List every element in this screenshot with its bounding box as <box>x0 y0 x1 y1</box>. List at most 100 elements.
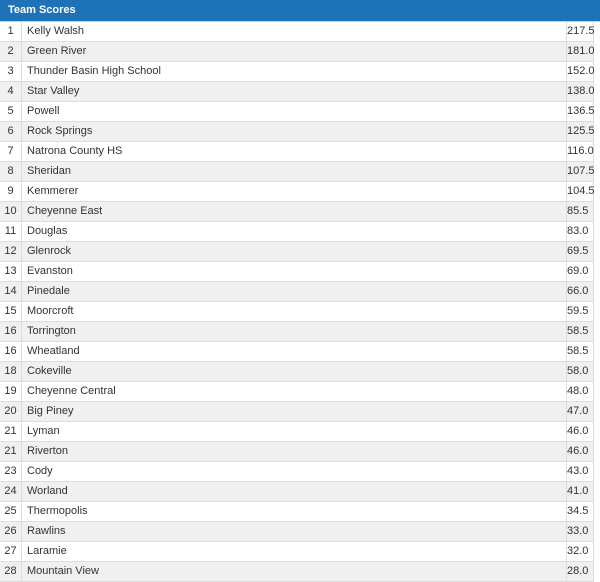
score-cell: 217.5 <box>566 22 595 41</box>
table-row: 8 Sheridan 107.5 <box>0 162 595 182</box>
rank-cell: 26 <box>0 522 22 541</box>
team-cell: Natrona County HS <box>27 145 123 157</box>
table-row: 1 Kelly Walsh 217.5 <box>0 22 595 42</box>
score-cell: 33.0 <box>566 522 593 541</box>
score-cell: 181.0 <box>566 42 595 61</box>
score-cell: 83.0 <box>566 222 593 241</box>
rank-cell: 21 <box>0 422 22 441</box>
table-row: 15 Moorcroft 59.5 <box>0 302 594 322</box>
table-row: 9 Kemmerer 104.5 <box>0 182 595 202</box>
team-cell: Green River <box>27 45 87 57</box>
score-cell: 69.5 <box>566 242 593 261</box>
table-row: 16 Wheatland 58.5 <box>0 342 594 362</box>
score-cell: 107.5 <box>566 162 595 181</box>
rank-cell: 14 <box>0 282 22 301</box>
table-row: 21 Riverton 46.0 <box>0 442 594 462</box>
rank-cell: 21 <box>0 442 22 461</box>
score-cell: 46.0 <box>566 442 593 461</box>
score-cell: 41.0 <box>566 482 593 501</box>
score-cell: 48.0 <box>566 382 593 401</box>
rank-cell: 5 <box>0 102 22 121</box>
table-row: 10 Cheyenne East 85.5 <box>0 202 594 222</box>
team-cell: Cokeville <box>27 365 72 377</box>
team-cell: Moorcroft <box>27 305 74 317</box>
score-cell: 125.5 <box>566 122 595 141</box>
rank-cell: 16 <box>0 322 22 341</box>
team-cell: Kelly Walsh <box>27 25 85 37</box>
score-cell: 116.0 <box>566 142 594 161</box>
team-cell: Rawlins <box>27 525 66 537</box>
rank-cell: 24 <box>0 482 22 501</box>
table-row: 19 Cheyenne Central 48.0 <box>0 382 594 402</box>
score-cell: 136.5 <box>566 102 595 121</box>
team-cell: Cheyenne Central <box>27 385 116 397</box>
team-cell: Riverton <box>27 445 68 457</box>
score-cell: 58.0 <box>566 362 593 381</box>
score-cell: 59.5 <box>566 302 593 321</box>
score-cell: 32.0 <box>566 542 593 561</box>
team-cell: Laramie <box>27 545 67 557</box>
rank-cell: 18 <box>0 362 22 381</box>
team-cell: Sheridan <box>27 165 72 177</box>
score-cell: 66.0 <box>566 282 593 301</box>
rank-cell: 15 <box>0 302 22 321</box>
table-row: 14 Pinedale 66.0 <box>0 282 594 302</box>
team-cell: Big Piney <box>27 405 74 417</box>
team-cell: Thermopolis <box>27 505 88 517</box>
rank-cell: 19 <box>0 382 22 401</box>
rank-cell: 3 <box>0 62 22 81</box>
table-row: 25 Thermopolis 34.5 <box>0 502 594 522</box>
table-body: 1 Kelly Walsh 217.5 2 Green River 181.0 … <box>0 22 595 582</box>
team-cell: Wheatland <box>27 345 80 357</box>
team-cell: Evanston <box>27 265 73 277</box>
rank-cell: 7 <box>0 142 22 161</box>
team-cell: Douglas <box>27 225 68 237</box>
score-cell: 46.0 <box>566 422 593 441</box>
table-row: 20 Big Piney 47.0 <box>0 402 594 422</box>
table-row: 24 Worland 41.0 <box>0 482 594 502</box>
rank-cell: 23 <box>0 462 22 481</box>
rank-cell: 4 <box>0 82 22 101</box>
rank-cell: 9 <box>0 182 22 201</box>
table-row: 6 Rock Springs 125.5 <box>0 122 595 142</box>
table-row: 16 Torrington 58.5 <box>0 322 594 342</box>
table-row: 4 Star Valley 138.0 <box>0 82 595 102</box>
team-cell: Thunder Basin High School <box>27 65 161 77</box>
rank-cell: 8 <box>0 162 22 181</box>
table-row: 2 Green River 181.0 <box>0 42 595 62</box>
team-cell: Torrington <box>27 325 76 337</box>
rank-cell: 16 <box>0 342 22 361</box>
rank-cell: 12 <box>0 242 22 261</box>
team-cell: Rock Springs <box>27 125 93 137</box>
score-cell: 34.5 <box>566 502 593 521</box>
rank-cell: 1 <box>0 22 22 41</box>
score-cell: 104.5 <box>566 182 595 201</box>
rank-cell: 2 <box>0 42 22 61</box>
rank-cell: 6 <box>0 122 22 141</box>
score-cell: 28.0 <box>566 562 593 581</box>
score-cell: 152.0 <box>566 62 595 81</box>
team-cell: Worland <box>27 485 68 497</box>
table-row: 5 Powell 136.5 <box>0 102 595 122</box>
score-cell: 69.0 <box>566 262 593 281</box>
table-row: 27 Laramie 32.0 <box>0 542 594 562</box>
table-row: 12 Glenrock 69.5 <box>0 242 594 262</box>
table-row: 23 Cody 43.0 <box>0 462 594 482</box>
table-row: 28 Mountain View 28.0 <box>0 562 594 582</box>
table-title: Team Scores <box>8 4 76 16</box>
table-row: 13 Evanston 69.0 <box>0 262 594 282</box>
rank-cell: 28 <box>0 562 22 581</box>
score-cell: 85.5 <box>566 202 593 221</box>
team-cell: Glenrock <box>27 245 72 257</box>
score-cell: 58.5 <box>566 342 593 361</box>
score-cell: 43.0 <box>566 462 593 481</box>
rank-cell: 20 <box>0 402 22 421</box>
rank-cell: 25 <box>0 502 22 521</box>
table-row: 3 Thunder Basin High School 152.0 <box>0 62 595 82</box>
rank-cell: 27 <box>0 542 22 561</box>
team-cell: Pinedale <box>27 285 70 297</box>
score-cell: 138.0 <box>566 82 595 101</box>
score-cell: 47.0 <box>566 402 593 421</box>
rank-cell: 13 <box>0 262 22 281</box>
